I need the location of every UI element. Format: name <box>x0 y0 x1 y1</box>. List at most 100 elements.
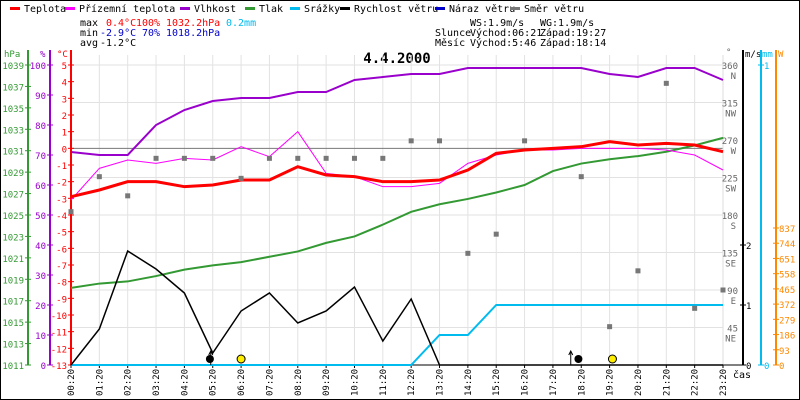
solar-tick-label: 93 <box>779 347 790 357</box>
stats-max-temp: 0.4°C <box>106 18 136 29</box>
wind-direction-point <box>266 155 272 161</box>
direction-tick-label: 225 <box>722 175 738 185</box>
pressure-tick-label: 1023 <box>2 233 24 243</box>
x-tick-label: 06:20 <box>237 369 247 396</box>
temperature-tick-label: -10 <box>51 312 67 322</box>
wind-direction-point <box>692 305 698 311</box>
temperature-tick-label: 2 <box>62 112 67 122</box>
stats-min-press: 1018.2hPa <box>166 28 220 39</box>
x-tick-label: 07:20 <box>265 369 275 396</box>
wind-tick-label: 1 <box>746 302 751 312</box>
stats-max-precip: 0.2mm <box>226 18 256 29</box>
stats-max-hum: 100% <box>136 18 160 29</box>
sunrise-icon <box>236 354 246 364</box>
wind-direction-point <box>125 193 131 199</box>
legend-label-2: Vlhkost <box>194 4 236 15</box>
legend-swatch <box>245 7 255 10</box>
direction-unit-label: ° <box>726 48 731 58</box>
x-tick-label: 23:20 <box>719 369 729 396</box>
pressure-tick-label: 1033 <box>2 126 24 136</box>
wind-direction-point <box>295 155 301 161</box>
pressure-tick-label: 1017 <box>2 298 24 308</box>
info-ws: WS:1.9m/s <box>470 18 524 29</box>
precip-unit-label: mm <box>762 50 773 60</box>
humidity-tick-label: 30 <box>35 272 46 282</box>
wind-direction-point <box>720 287 726 293</box>
legend: Teplota Přízemní teplota Vlhkost Tlak Srážky… <box>10 3 584 15</box>
wind-direction-point <box>493 231 499 237</box>
wind-direction-point <box>380 155 386 161</box>
wind-direction-point <box>68 209 74 215</box>
pressure-tick-label: 1015 <box>2 319 24 329</box>
direction-compass-label: E <box>731 297 736 307</box>
x-tick-label: 18:20 <box>577 369 587 396</box>
humidity-tick-label: 90 <box>35 92 46 102</box>
info-moonrise: Východ:5:46 <box>470 37 536 49</box>
wind-direction-point <box>437 138 443 144</box>
series-line-vlhkost <box>70 67 724 156</box>
x-tick-label: 09:20 <box>322 369 332 396</box>
x-tick-label: 05:20 <box>209 369 219 396</box>
pressure-tick-label: 1019 <box>2 276 24 286</box>
pressure-tick-label: 1035 <box>2 105 24 115</box>
solar-tick-label: 837 <box>779 225 795 235</box>
humidity-tick-label: 20 <box>35 302 46 312</box>
direction-tick-label: 360 <box>722 62 738 72</box>
temperature-tick-label: -4 <box>56 212 67 222</box>
humidity-tick-label: 70 <box>35 152 46 162</box>
wind-direction-point <box>96 174 102 180</box>
info-sunrise: Východ:06:21 <box>470 27 542 39</box>
solar-tick-label: 744 <box>779 240 795 250</box>
wind-direction-point <box>153 155 159 161</box>
wind-direction-point <box>635 268 641 274</box>
x-tick-label: 21:20 <box>662 369 672 396</box>
x-tick-label: 20:20 <box>634 369 644 396</box>
humidity-tick-label: 100 <box>30 62 46 72</box>
direction-tick-label: 135 <box>722 250 738 260</box>
stats-min-label: min <box>80 28 98 39</box>
temperature-tick-label: -9 <box>56 295 67 305</box>
stats-block: max 0.4°C 100% 1032.2hPa 0.2mm min -2.9°… <box>80 18 256 49</box>
temperature-tick-label: 0 <box>62 145 67 155</box>
legend-label-7: Směr větru <box>524 3 584 15</box>
x-tick-label: 02:20 <box>124 369 134 396</box>
pressure-tick-label: 1011 <box>2 362 24 372</box>
temperature-tick-label: -5 <box>56 229 67 239</box>
series-line-tlak <box>70 136 724 289</box>
precip-tick-label: 0 <box>764 362 769 372</box>
solar-tick-label: 651 <box>779 255 795 265</box>
direction-compass-label: N <box>731 72 736 82</box>
markers <box>205 349 617 365</box>
pressure-tick-label: 1021 <box>2 255 24 265</box>
legend-label-3: Tlak <box>259 4 283 15</box>
info-moon-label: Měsíc <box>435 37 465 49</box>
arrow-head-icon <box>208 349 214 356</box>
legend-label-0: Teplota <box>24 4 66 15</box>
temperature-tick-label: 1 <box>62 129 67 139</box>
x-tick-label: 10:20 <box>350 369 360 396</box>
series-line-teplota <box>70 140 724 199</box>
temperature-tick-label: 5 <box>62 62 67 72</box>
temperature-tick-label: -6 <box>56 245 67 255</box>
temperature-tick-label: -1 <box>56 162 67 172</box>
wind-direction-point <box>408 138 414 144</box>
temperature-tick-label: -13 <box>51 362 67 372</box>
stats-min-hum: 70% <box>142 28 160 39</box>
temperature-tick-label: -7 <box>56 262 67 272</box>
legend-swatch <box>10 7 20 10</box>
stats-avg-temp: -1.2°C <box>100 38 136 49</box>
direction-compass-label: S <box>731 222 736 232</box>
humidity-tick-label: 40 <box>35 242 46 252</box>
direction-compass-label: SE <box>725 260 736 270</box>
legend-swatch <box>340 7 350 10</box>
solar-tick-label: 372 <box>779 301 795 311</box>
x-tick-label: 13:20 <box>436 369 446 396</box>
info-block: WS:1.9m/s WG:1.9m/s Slunce Východ:06:21 … <box>435 18 606 49</box>
x-tick-label: 08:20 <box>294 369 304 396</box>
temperature-tick-label: -2 <box>56 179 67 189</box>
direction-compass-label: NW <box>725 110 736 120</box>
x-tick-label: 03:20 <box>152 369 162 396</box>
x-tick-label: 04:20 <box>180 369 190 396</box>
wind-direction-point <box>181 155 187 161</box>
humidity-tick-label: 80 <box>35 122 46 132</box>
